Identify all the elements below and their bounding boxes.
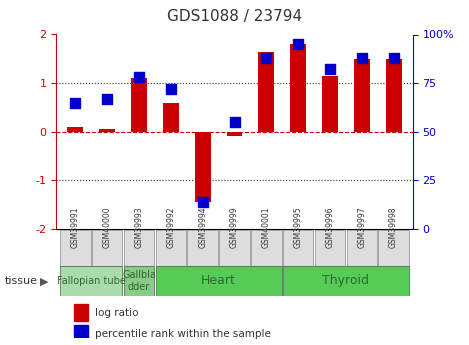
Text: Gallbla
dder: Gallbla dder [122, 270, 156, 292]
FancyBboxPatch shape [283, 266, 409, 296]
Point [390, 55, 397, 61]
Bar [227, 132, 242, 136]
FancyBboxPatch shape [60, 230, 91, 266]
Text: GSM39996: GSM39996 [325, 207, 334, 248]
Bar [74, 325, 88, 342]
Point [326, 67, 334, 72]
Text: percentile rank within the sample: percentile rank within the sample [96, 329, 272, 339]
FancyBboxPatch shape [92, 230, 122, 266]
Bar [74, 304, 88, 321]
FancyBboxPatch shape [347, 230, 377, 266]
Bar [290, 44, 306, 132]
Bar [131, 78, 147, 132]
Point [104, 96, 111, 101]
Bar [258, 51, 274, 132]
FancyBboxPatch shape [378, 230, 409, 266]
Bar [68, 127, 83, 132]
Text: GSM39993: GSM39993 [135, 207, 144, 248]
FancyBboxPatch shape [124, 230, 154, 266]
Point [231, 119, 238, 125]
Bar [354, 59, 370, 132]
Bar [99, 129, 115, 132]
Point [263, 55, 270, 61]
FancyBboxPatch shape [315, 230, 345, 266]
Text: tissue: tissue [5, 276, 38, 286]
FancyBboxPatch shape [283, 230, 313, 266]
Point [358, 55, 365, 61]
Text: Thyroid: Thyroid [322, 274, 370, 287]
Text: Heart: Heart [201, 274, 236, 287]
Text: GSM39999: GSM39999 [230, 207, 239, 248]
Text: Fallopian tube: Fallopian tube [57, 276, 126, 286]
Text: GSM39992: GSM39992 [166, 207, 175, 248]
FancyBboxPatch shape [60, 266, 122, 296]
Text: ▶: ▶ [40, 276, 48, 286]
FancyBboxPatch shape [188, 230, 218, 266]
Text: GSM39994: GSM39994 [198, 207, 207, 248]
Text: GSM40001: GSM40001 [262, 207, 271, 248]
Text: log ratio: log ratio [96, 308, 139, 318]
FancyBboxPatch shape [124, 266, 154, 296]
FancyBboxPatch shape [219, 230, 250, 266]
Bar [386, 59, 401, 132]
Text: GSM39991: GSM39991 [71, 207, 80, 248]
Text: GSM40000: GSM40000 [103, 207, 112, 248]
FancyBboxPatch shape [156, 266, 281, 296]
Bar [322, 76, 338, 132]
Point [295, 41, 302, 47]
FancyBboxPatch shape [251, 230, 281, 266]
Point [199, 199, 206, 204]
Text: GSM39998: GSM39998 [389, 207, 398, 248]
FancyBboxPatch shape [156, 230, 186, 266]
Bar [195, 132, 211, 202]
Text: GDS1088 / 23794: GDS1088 / 23794 [167, 9, 302, 24]
Text: GSM39997: GSM39997 [357, 207, 366, 248]
Text: GSM39995: GSM39995 [294, 207, 303, 248]
Point [167, 86, 174, 92]
Point [135, 75, 143, 80]
Point [72, 100, 79, 105]
Bar [163, 102, 179, 132]
